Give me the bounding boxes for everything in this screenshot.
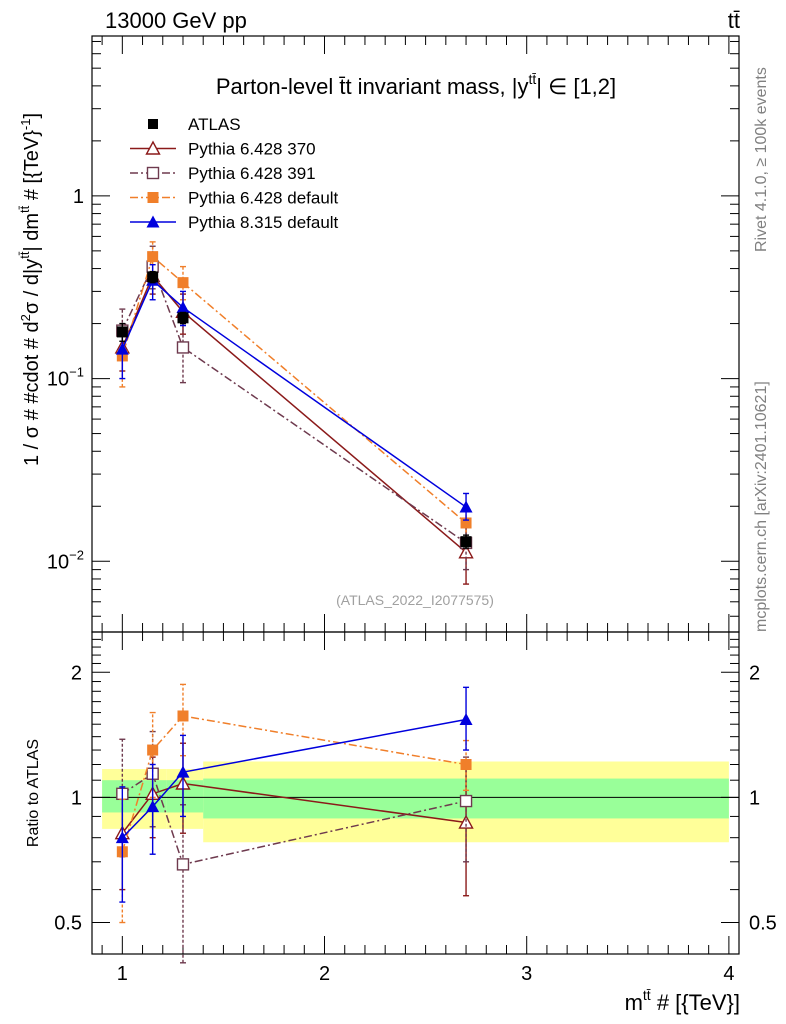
ratio-uncertainty-bands: [102, 761, 729, 843]
ylabel-part-f: tt̄: [17, 205, 32, 213]
legend-label-pythia-6-428-370: Pythia 6.428 370: [188, 140, 316, 159]
xlabel-main: m: [625, 990, 643, 1015]
ratio-y-tick-label-left: 2: [71, 662, 82, 684]
x-tick-label: 3: [521, 963, 532, 985]
ratio-y-tick-label-left: 1: [71, 787, 82, 809]
ratio-y-axis-label: Ratio to ATLAS: [25, 739, 42, 847]
legend-marker-pythia-6-428-default: [147, 192, 159, 203]
ratio-line-pythia-6-428-391: [121, 772, 467, 866]
ratio-point-pythia-6-428-default: [177, 710, 189, 722]
ylabel-part-g: # [{TeV}: [21, 130, 43, 206]
main-point-pythia-6-428-default: [460, 517, 472, 529]
ratio-axis-ticks: [92, 638, 739, 924]
main-axis-ticks: [92, 36, 739, 954]
ratio-point-pythia-6-428-default: [460, 758, 472, 770]
ratio-panel: 0.5 0.5 1 1 2 2 1 2 3 4: [54, 631, 777, 985]
main-point-pythia-6-428-default: [177, 277, 189, 289]
chart-title-sup: tt̄: [528, 71, 536, 87]
main-point-pythia-8-315-default: [459, 500, 473, 513]
main-y-axis-label: 1 / σ # #cdot # d2σ / d|ytt̄| dmtt̄ # [{…: [17, 113, 43, 466]
ratio-y-tick-label-right: 2: [749, 662, 760, 684]
ylabel-part-b: 2: [18, 314, 33, 321]
ratio-point-pythia-8-315-default: [459, 712, 473, 725]
main-y-tick-labels: 1 10−1 10−2: [47, 186, 84, 573]
side-label-mcplots: mcplots.cern.ch [arXiv:2401.10621]: [753, 381, 770, 632]
main-y-tick-label: 1: [73, 186, 84, 208]
main-point-pythia-8-315-default: [176, 300, 190, 313]
ratio-point-pythia-8-315-default: [146, 800, 160, 813]
watermark-label: (ATLAS_2022_I2077575): [336, 592, 494, 608]
legend-label-pythia-8-315-default: Pythia 8.315 default: [188, 213, 339, 232]
ratio-point-pythia-8-315-default: [115, 831, 129, 844]
ylabel-part-e: | dm: [21, 213, 43, 252]
x-tick-label: 2: [319, 963, 330, 985]
legend-label-pythia-6-428-default: Pythia 6.428 default: [188, 189, 339, 208]
main-point-atlas: [177, 312, 189, 324]
ratio-point-pythia-6-428-default: [147, 744, 159, 756]
main-point-pythia-8-315-default: [115, 342, 129, 355]
main-line-pythia-6-428-370: [121, 274, 467, 553]
main-y-tick-label: 10−2: [47, 547, 84, 573]
legend-marker-pythia-8-315-default: [146, 215, 160, 228]
main-point-atlas: [116, 326, 128, 338]
xlabel-tail: # [{TeV}]: [651, 990, 740, 1015]
main-point-atlas: [460, 536, 472, 548]
ratio-y-tick-label-right: 1: [749, 787, 760, 809]
main-point-pythia-6-428-default: [147, 251, 159, 263]
header-left-label: 13000 GeV pp: [105, 8, 247, 33]
main-panel: 1 10−1 10−2 (ATLAS_2022_I2077575) Parton-l…: [47, 35, 740, 954]
x-tick-label: 1: [117, 963, 128, 985]
side-label-rivet: Rivet 4.1.0, ≥ 100k events: [753, 67, 770, 252]
ratio-frame: [91, 631, 740, 955]
chart-title-main: Parton-level t̄t invariant mass, |y: [216, 74, 529, 99]
ratio-point-pythia-6-428-391: [176, 858, 190, 871]
chart-title: Parton-level t̄t invariant mass, |ytt̄| …: [216, 71, 616, 99]
ylabel-part-h: -1: [18, 119, 33, 131]
main-series-group: [114, 241, 474, 585]
legend-label-atlas: ATLAS: [188, 115, 241, 134]
ratio-y-tick-label-left: 0.5: [54, 913, 82, 935]
legend-marker-pythia-6-428-391: [146, 166, 160, 180]
x-tick-labels: 1 2 3 4: [117, 963, 735, 985]
main-y-tick-label: 10−1: [47, 365, 84, 391]
header-right-label: tt̄: [728, 8, 740, 33]
ylabel-part-c: σ / d|y: [21, 259, 43, 314]
xlabel-sup: tt̄: [643, 987, 651, 1003]
legend: ATLAS Pythia 6.428 370 Pythia 6.428 391 Pyt…: [130, 115, 339, 232]
legend-marker-pythia-6-428-370: [145, 140, 161, 155]
main-line-pythia-6-428-391: [121, 264, 467, 544]
ratio-y-tick-labels: 0.5 0.5 1 1 2 2: [54, 662, 777, 934]
ratio-y-tick-label-right: 0.5: [749, 913, 777, 935]
ratio-point-pythia-6-428-391: [459, 794, 473, 808]
ratio-point-pythia-6-428-370: [458, 814, 474, 829]
chart-title-tail: | ∈ [1,2]: [536, 74, 616, 99]
main-line-pythia-6-428-default: [121, 255, 467, 524]
legend-marker-atlas: [148, 119, 158, 129]
ratio-point-pythia-8-315-default: [176, 765, 190, 778]
ratio-line-pythia-8-315-default: [121, 718, 467, 839]
ylabel-part-d: tt̄: [17, 251, 32, 259]
ratio-series-group: [114, 683, 474, 964]
x-tick-label: 4: [723, 963, 734, 985]
main-point-atlas: [147, 271, 159, 283]
main-line-pythia-8-315-default: [121, 279, 467, 508]
x-axis-label: mtt̄ # [{TeV}]: [625, 987, 740, 1015]
ylabel-part-i: ]: [21, 113, 43, 119]
main-point-pythia-6-428-391: [176, 341, 190, 354]
ratio-line-pythia-6-428-default: [121, 715, 467, 852]
ylabel-part-a: 1 / σ # #cdot # d: [21, 321, 43, 466]
legend-label-pythia-6-428-391: Pythia 6.428 391: [188, 164, 316, 183]
